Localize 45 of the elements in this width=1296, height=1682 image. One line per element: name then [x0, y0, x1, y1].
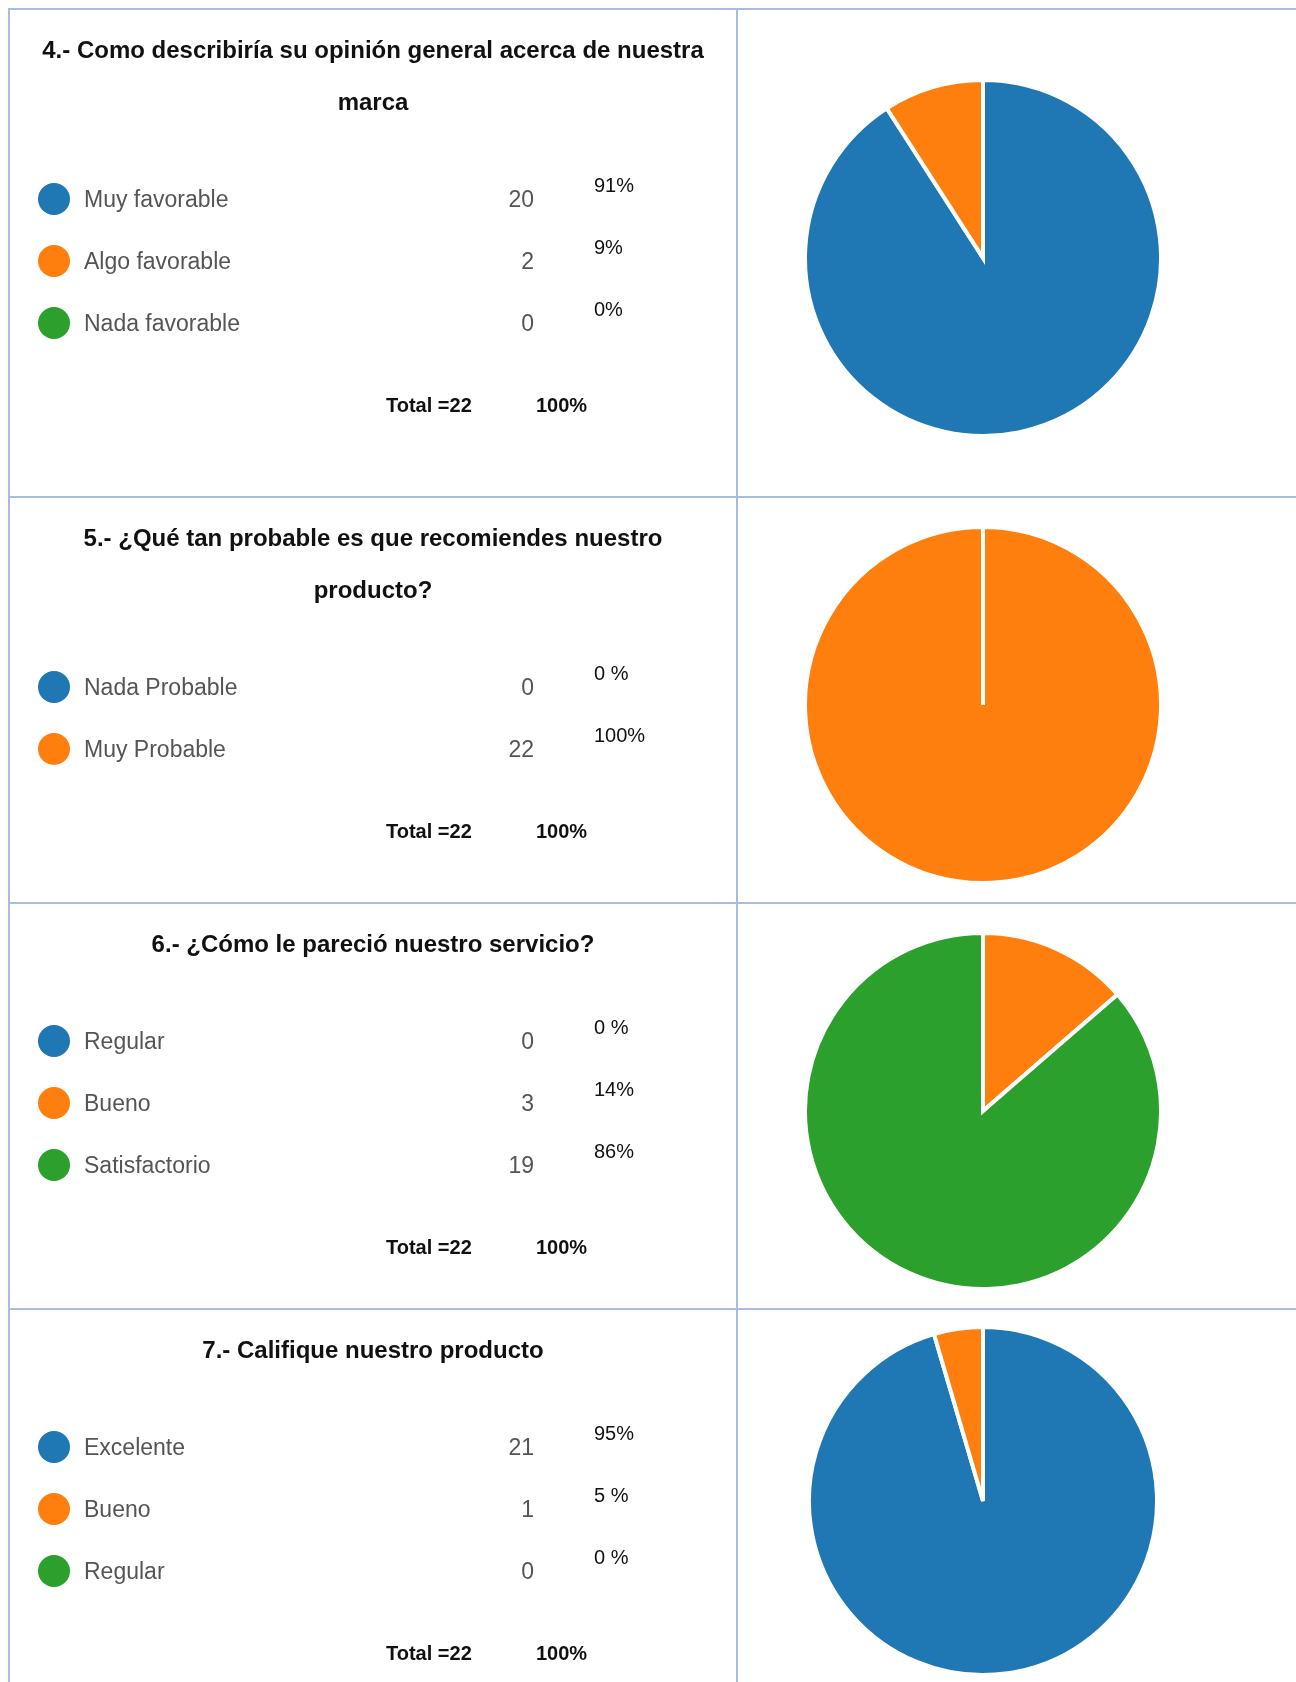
text: 9%: [594, 235, 623, 259]
legend-label: Bueno: [84, 1089, 152, 1117]
text: 0%: [594, 297, 623, 321]
legend-label: Algo favorable: [84, 247, 233, 275]
text: 100%: [536, 394, 588, 417]
legend-label: Muy Probable: [84, 735, 227, 763]
legend-label: Regular: [84, 1557, 166, 1585]
text: 0: [521, 309, 534, 336]
text: 0 %: [594, 1015, 629, 1039]
text: 0 %: [594, 1545, 629, 1569]
legend-label: Muy favorable: [84, 185, 230, 213]
text: 91%: [594, 173, 635, 197]
data-label: 20: [507, 185, 534, 213]
legend-label: Bueno: [84, 1495, 152, 1523]
text: Total =22: [386, 1236, 473, 1259]
text: 100%: [594, 723, 646, 747]
text: 5.- ¿Qué tan probable es que recomiendes nuestro producto?: [82, 523, 664, 605]
data-label: 1: [520, 1495, 534, 1523]
text: Total =22: [386, 820, 473, 843]
text: 100%: [536, 1236, 588, 1259]
data-label: 21: [507, 1433, 534, 1461]
legend-label: Nada favorable: [84, 309, 241, 337]
text: Total =22: [386, 394, 473, 417]
text: 0 %: [594, 661, 629, 685]
text: 95%: [594, 1421, 635, 1445]
data-label: 22: [507, 735, 534, 763]
legend-label: Excelente: [84, 1433, 186, 1461]
text: 0: [521, 673, 534, 700]
data-label: 3: [520, 1089, 534, 1117]
legend-label: Regular: [84, 1027, 166, 1055]
text: 14%: [594, 1077, 635, 1101]
text: 0: [521, 1027, 534, 1054]
text: 100%: [536, 1642, 588, 1665]
text: 86%: [594, 1139, 635, 1163]
text: 100%: [536, 820, 588, 843]
text: 0: [521, 1557, 534, 1584]
chart-title: 4.- Como describiría su opinión general acerca de nuestra marca: [41, 35, 705, 117]
data-label: 19: [507, 1151, 534, 1179]
chart-title: 6.- ¿Cómo le pareció nuestro servicio?: [150, 929, 596, 959]
data-label: 2: [520, 247, 534, 275]
text: Total =22: [386, 1642, 473, 1665]
chart-title: 7.- Califique nuestro producto: [201, 1335, 545, 1365]
text: 5 %: [594, 1483, 629, 1507]
legend-label: Nada Probable: [84, 673, 239, 701]
legend-label: Satisfactorio: [84, 1151, 212, 1179]
